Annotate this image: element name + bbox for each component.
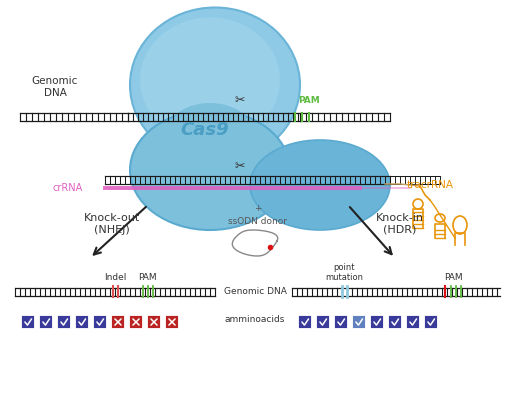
FancyBboxPatch shape bbox=[316, 316, 330, 328]
FancyBboxPatch shape bbox=[39, 316, 53, 328]
Text: amminoacids: amminoacids bbox=[225, 316, 285, 324]
FancyBboxPatch shape bbox=[335, 316, 347, 328]
FancyBboxPatch shape bbox=[425, 316, 437, 328]
Ellipse shape bbox=[250, 140, 390, 230]
Text: Knock-in
(HDR): Knock-in (HDR) bbox=[376, 213, 424, 235]
FancyBboxPatch shape bbox=[111, 316, 125, 328]
Text: Knock-out
(NHEJ): Knock-out (NHEJ) bbox=[84, 213, 140, 235]
Ellipse shape bbox=[130, 110, 290, 230]
Ellipse shape bbox=[170, 103, 250, 153]
Text: ✂: ✂ bbox=[235, 94, 245, 108]
FancyBboxPatch shape bbox=[94, 316, 106, 328]
FancyBboxPatch shape bbox=[129, 316, 143, 328]
FancyBboxPatch shape bbox=[298, 316, 312, 328]
Ellipse shape bbox=[140, 18, 280, 142]
Text: PAM: PAM bbox=[298, 96, 320, 105]
FancyBboxPatch shape bbox=[166, 316, 178, 328]
Text: +
ssODN donor: + ssODN donor bbox=[228, 204, 288, 226]
FancyBboxPatch shape bbox=[370, 316, 383, 328]
Text: tracrRNA: tracrRNA bbox=[406, 180, 453, 190]
FancyBboxPatch shape bbox=[388, 316, 402, 328]
FancyBboxPatch shape bbox=[353, 316, 365, 328]
FancyBboxPatch shape bbox=[148, 316, 160, 328]
FancyBboxPatch shape bbox=[58, 316, 71, 328]
Text: Genomic
DNA: Genomic DNA bbox=[32, 76, 78, 98]
Text: crRNA: crRNA bbox=[53, 183, 83, 193]
Text: point
mutation: point mutation bbox=[325, 262, 363, 282]
Text: Indel: Indel bbox=[104, 273, 126, 282]
Text: Cas9: Cas9 bbox=[181, 121, 229, 139]
FancyBboxPatch shape bbox=[21, 316, 35, 328]
FancyBboxPatch shape bbox=[76, 316, 88, 328]
FancyBboxPatch shape bbox=[406, 316, 420, 328]
Text: PAM: PAM bbox=[444, 273, 462, 282]
Text: Genomic DNA: Genomic DNA bbox=[224, 288, 287, 296]
Text: PAM: PAM bbox=[137, 273, 156, 282]
Text: ✂: ✂ bbox=[235, 160, 245, 172]
Ellipse shape bbox=[130, 8, 300, 162]
